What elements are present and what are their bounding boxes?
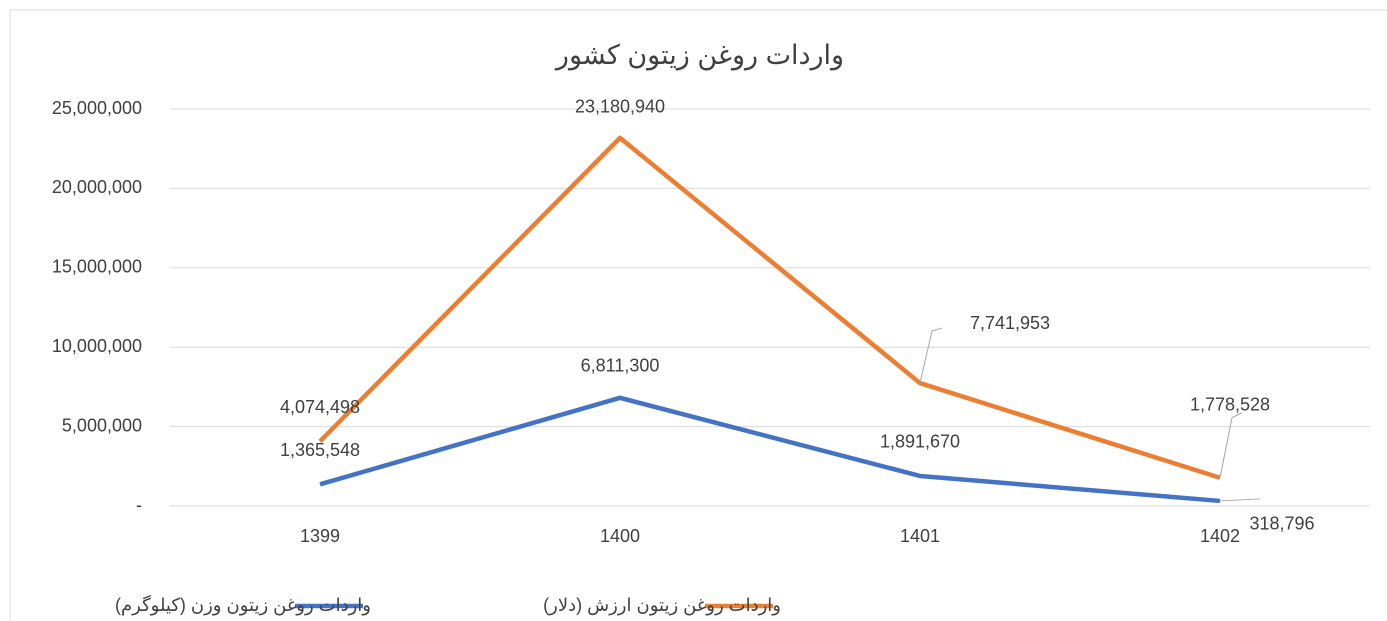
chart-border xyxy=(9,9,1387,621)
x-tick-label: 1399 xyxy=(300,526,340,546)
series-line xyxy=(319,395,1221,504)
y-tick-label: 20,000,000 xyxy=(52,177,142,197)
chart-title: واردات روغن زیتون کشور xyxy=(554,40,844,71)
y-tick-label: 25,000,000 xyxy=(52,98,142,118)
data-label: 318,796 xyxy=(1249,514,1314,534)
data-label: 6,811,300 xyxy=(581,356,660,376)
y-tick-label: 5,000,000 xyxy=(62,415,142,435)
y-tick-label: - xyxy=(136,495,142,515)
y-tick-label: 15,000,000 xyxy=(52,257,142,277)
x-tick-label: 1402 xyxy=(1200,526,1240,546)
x-tick-label: 1400 xyxy=(600,526,640,546)
x-tick-label: 1401 xyxy=(900,526,940,546)
data-label: 1,891,670 xyxy=(880,432,960,452)
leader-line xyxy=(1219,412,1243,478)
leader-line xyxy=(919,327,943,384)
legend-label: واردات روغن زیتون وزن (کیلوگرم) xyxy=(115,594,371,616)
data-label: 7,741,953 xyxy=(970,313,1050,333)
legend-label: واردات روغن زیتون ارزش (دلار) xyxy=(543,595,781,616)
leader-line xyxy=(1219,498,1261,502)
y-tick-label: 10,000,000 xyxy=(52,336,142,356)
series-line xyxy=(318,135,1221,480)
data-label: 4,074,498 xyxy=(280,397,360,417)
data-label: 1,365,548 xyxy=(280,440,360,460)
data-label: 23,180,940 xyxy=(575,97,665,117)
data-label: 1,778,528 xyxy=(1190,395,1270,415)
